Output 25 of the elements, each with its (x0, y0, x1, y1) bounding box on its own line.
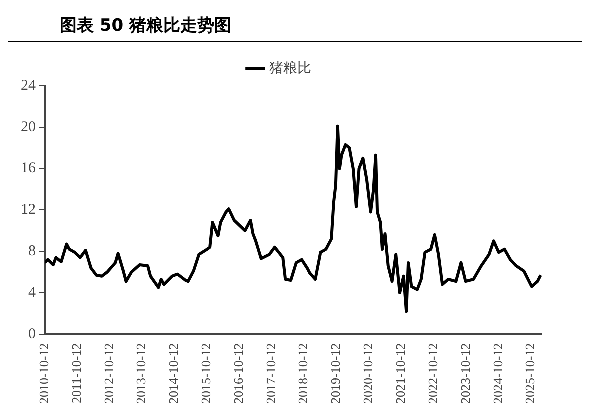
x-tick-label: 2019-10-12 (328, 343, 344, 404)
x-tick-label: 2021-10-12 (393, 343, 408, 404)
y-tick-label: 16 (21, 160, 36, 177)
x-tick-label: 2014-10-12 (166, 343, 182, 404)
y-tick-label: 20 (21, 119, 36, 136)
x-tick-label: 2020-10-12 (360, 343, 376, 404)
x-tick-label: 2010-10-12 (36, 343, 52, 404)
y-tick-label: 0 (28, 326, 36, 342)
y-tick-label: 12 (21, 202, 36, 218)
y-tick-label: 24 (21, 78, 36, 94)
legend-label: 猪粮比 (270, 60, 312, 77)
x-tick-label: 2016-10-12 (230, 343, 246, 404)
chart-title: 图表 50 猪粮比走势图 (60, 16, 232, 36)
x-tick-label: 2024-10-12 (490, 343, 506, 404)
x-tick-label: 2012-10-12 (101, 343, 116, 404)
y-tick-label: 4 (28, 284, 36, 301)
x-tick-label: 2025-10-12 (522, 343, 538, 404)
x-tick-label: 2022-10-12 (425, 343, 440, 404)
x-tick-label: 2011-10-12 (68, 343, 84, 404)
x-tick-label: 2015-10-12 (198, 343, 214, 404)
x-tick-label: 2023-10-12 (458, 343, 473, 404)
x-tick-label: 2018-10-12 (296, 343, 311, 404)
x-tick-label: 2013-10-12 (134, 343, 149, 404)
y-tick-label: 8 (28, 244, 36, 260)
x-tick-label: 2017-10-12 (263, 343, 278, 404)
